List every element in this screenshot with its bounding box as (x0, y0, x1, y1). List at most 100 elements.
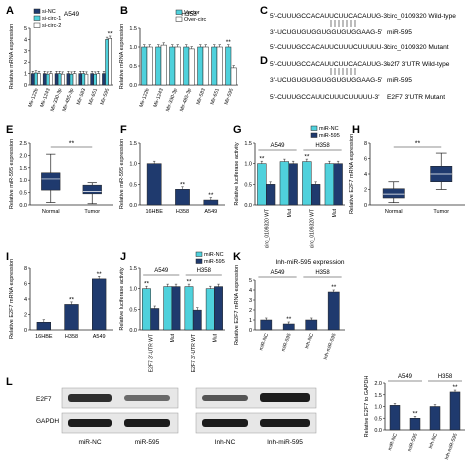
chart-title: Inh-miR-595 expression (275, 259, 344, 266)
x-tick-label: Inh-NC (428, 432, 439, 449)
y-tick-label: 5 (249, 278, 252, 284)
bar (66, 73, 71, 86)
bar (175, 189, 190, 206)
y-tick-label: 1.0 (19, 178, 27, 184)
y-tick-label: 2 (364, 188, 367, 194)
significance-mark: ** (208, 192, 214, 199)
chart-l: 0.0 0.5 1.0 1.5 2.0 Relative E2F7 to GAPDH miR… (364, 374, 465, 461)
bar (72, 73, 77, 86)
bar (78, 73, 83, 86)
chart-h: 0 2 4 6 8 Relative E2F7 mRNA expression Normal… (349, 134, 465, 215)
bar (108, 38, 112, 86)
bar (174, 46, 181, 86)
x-tick-label: miR-595 (407, 432, 419, 452)
y-tick-label: 1.5 (244, 141, 252, 147)
sequence-d-label-3: E2F7 3'UTR Mutant (387, 94, 445, 101)
y-tick-label: 0 (24, 83, 27, 89)
x-tick-label: Mir-485-3p (61, 87, 75, 112)
legend-label: miR-NC (204, 252, 224, 258)
blot-strip-left-e2f7 (61, 387, 179, 409)
significance-mark: ** (97, 271, 103, 278)
x-tick-label: circ_0109320 WT (309, 209, 315, 248)
x-tick-label: E2F7 3'-UTR WT (149, 334, 155, 372)
y-tick-label: 0 (24, 328, 27, 334)
blot-band (260, 393, 310, 402)
significance-mark: ** (108, 30, 114, 37)
y-axis-label: Relative miR-595 expression (119, 139, 125, 209)
blot-lane-label: miR-595 (135, 439, 160, 446)
legend-label: si-circ-1 (42, 16, 61, 22)
chart-e: 0.0 0.5 1.0 1.5 2.0 2.5 Relative miR-595 expre… (9, 139, 113, 215)
y-tick-label: 0.0 (244, 203, 252, 209)
blot-band (124, 419, 170, 427)
legend-label: miR-NC (319, 126, 339, 132)
significance-mark: ** (69, 141, 75, 148)
bar (260, 319, 273, 331)
bar (34, 72, 38, 86)
blot-lane-label: Inh-NC (215, 439, 236, 446)
sequence-c-row-1: 5'-CUUUGCCACAUUCUUCACAUUG-3' (270, 13, 388, 20)
x-tick-label: Mir-595 (100, 87, 112, 105)
blot-row-label-gapdh: GAPDH (36, 418, 59, 425)
y-axis-label: Relative mRNA expression (119, 24, 125, 89)
bar (155, 46, 162, 86)
y-tick-label: 1.0 (129, 45, 137, 51)
y-tick-label: 2.0 (19, 153, 27, 159)
y-tick-label: 0.5 (129, 182, 137, 188)
y-tick-label: 3 (24, 49, 27, 55)
significance-mark: ** (69, 296, 75, 303)
x-tick-label: Mir-583 (195, 87, 207, 105)
bar (171, 286, 181, 331)
panel-label-f: F (120, 124, 127, 136)
y-axis-label: Relative E2F7 mRNA expression (349, 134, 355, 214)
sequence-c-label-2: miR-595 (387, 29, 412, 36)
y-tick-label: 1.0 (129, 287, 137, 293)
x-tick-label: 16HBE (145, 209, 163, 215)
chart-subtitle: A549 (64, 11, 80, 18)
y-tick-label: 0.5 (374, 416, 382, 422)
y-tick-label: 1 (24, 72, 27, 78)
group-label: A549 (398, 374, 413, 380)
x-tick-label: Mut (332, 208, 338, 217)
box (41, 172, 61, 191)
bar (36, 322, 52, 331)
panel-label-j: J (120, 251, 126, 263)
blot-band (202, 419, 248, 427)
bar (31, 73, 35, 86)
group-label: A549 (154, 268, 169, 274)
significance-mark: ** (180, 181, 186, 188)
x-tick-label: Normal (42, 209, 60, 215)
bar (183, 46, 190, 86)
bar (57, 73, 62, 86)
bar (205, 288, 215, 331)
blot-band (68, 394, 112, 402)
pairing-lines-d (330, 68, 356, 75)
significance-mark: ** (286, 316, 292, 323)
bar (90, 73, 94, 86)
x-tick-label: A549 (93, 334, 106, 340)
sequence-c-row-3: 5'-CUUUGCCACAUUCUUUCUUUUU-3' (270, 44, 389, 51)
panel-label-a: A (6, 5, 14, 17)
y-tick-label: 1.0 (374, 405, 382, 411)
y-tick-label: 0.5 (244, 182, 252, 188)
bar (105, 39, 109, 86)
y-tick-label: 2 (249, 308, 252, 314)
x-tick-label: miR-NC (258, 332, 270, 351)
y-tick-label: 3 (249, 298, 252, 304)
bar (188, 48, 195, 86)
sequence-c-row-2: 3'-UCUGUGUGGUGGUGUGGAAG-5' (270, 29, 382, 36)
y-tick-label: 1.5 (129, 266, 137, 272)
bar (327, 291, 340, 331)
panel-label-e: E (6, 124, 13, 136)
bar (282, 323, 295, 331)
x-tick-label: E2F7 3'-UTR WT (191, 334, 197, 372)
bar (81, 73, 86, 86)
bar (102, 73, 106, 86)
panel-label-d: D (260, 55, 268, 67)
x-tick-label: Mir-651 (209, 87, 221, 105)
group-label: H358 (197, 268, 212, 274)
y-axis-label: Relative mRNA expression (9, 24, 15, 89)
bar (64, 304, 79, 331)
pairing-lines-c (330, 20, 356, 27)
bar (160, 44, 167, 86)
